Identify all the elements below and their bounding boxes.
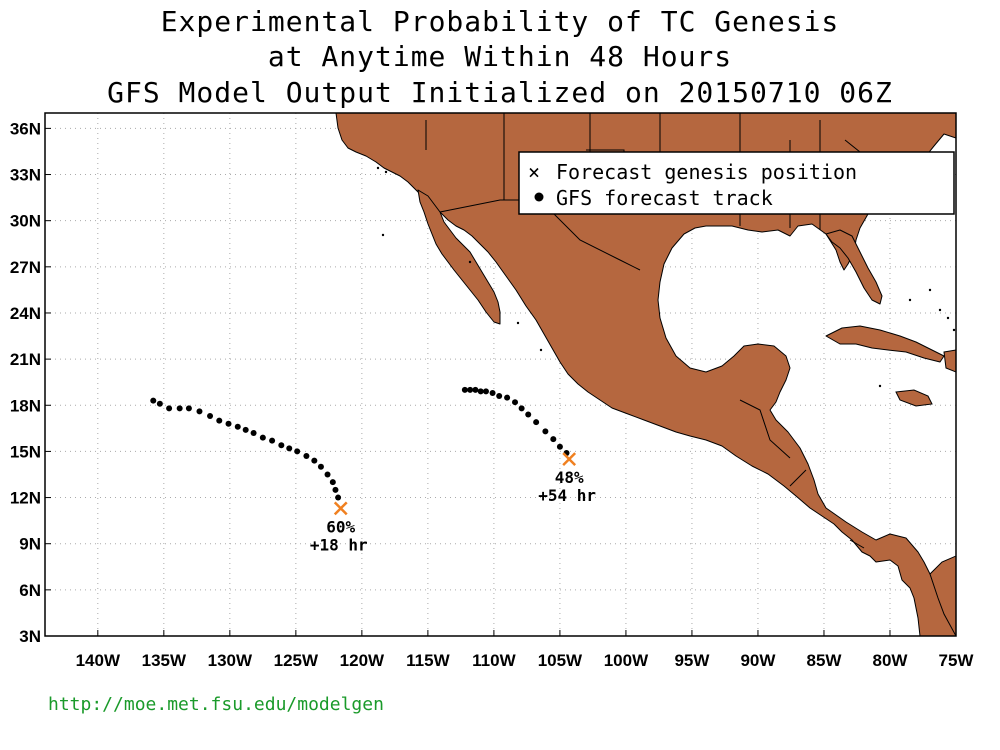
track-point — [196, 408, 203, 415]
lat-label: 6N — [19, 581, 41, 600]
land-cuba — [825, 325, 945, 363]
legend-box — [518, 151, 955, 215]
land-baja-california — [417, 189, 501, 325]
lon-label: 120W — [340, 651, 385, 670]
legend-dot-symbol — [534, 192, 544, 202]
track-point — [533, 419, 540, 426]
track-point — [269, 437, 276, 444]
track-point — [317, 463, 324, 470]
lon-label: 135W — [142, 651, 187, 670]
legend-track-label: GFS forecast track — [556, 186, 773, 210]
lat-label: 33N — [10, 166, 41, 185]
title-line-2: at Anytime Within 48 Hours — [267, 40, 733, 73]
track-point — [166, 405, 173, 412]
track-point — [311, 457, 318, 464]
lat-label: 27N — [10, 258, 41, 277]
track-point — [332, 486, 339, 493]
lon-label: 110W — [472, 651, 516, 670]
track-point — [324, 471, 331, 478]
track-point — [525, 411, 532, 418]
title-line-3: GFS Model Output Initialized on 20150710… — [107, 76, 893, 109]
land-hispaniola — [943, 349, 956, 373]
lat-label: 21N — [10, 350, 41, 369]
track-point — [303, 453, 310, 460]
track-point — [242, 426, 249, 433]
track-point — [185, 405, 192, 412]
genesis-marker — [333, 501, 348, 516]
track-point — [482, 388, 489, 395]
track-point — [207, 413, 214, 420]
genesis-probability: 60% — [326, 517, 355, 536]
lat-label: 9N — [19, 535, 41, 554]
title-line-1: Experimental Probability of TC Genesis — [160, 5, 840, 38]
track-point — [512, 399, 519, 406]
lat-label: 15N — [10, 442, 41, 461]
lon-label: 95W — [674, 651, 710, 670]
track-point — [176, 405, 183, 412]
lat-label: 3N — [19, 627, 41, 646]
land-florida — [825, 229, 883, 305]
genesis-marker — [562, 452, 577, 466]
lon-label: 85W — [806, 651, 842, 670]
lon-label: 90W — [740, 651, 776, 670]
legend: × Forecast genesis position GFS forecast… — [518, 151, 955, 215]
lat-label: 24N — [10, 304, 41, 323]
track-point — [278, 442, 285, 449]
legend-genesis-label: Forecast genesis position — [556, 160, 857, 184]
lon-label: 105W — [538, 651, 583, 670]
genesis-lead-time: +18 hr — [310, 535, 368, 554]
genesis-probability: 48% — [555, 468, 584, 487]
track-point — [472, 386, 479, 393]
land-south-america — [929, 555, 956, 636]
track-point — [461, 386, 468, 393]
lat-label: 36N — [10, 119, 41, 138]
track-point — [467, 386, 474, 393]
track-point — [335, 494, 342, 501]
track-point — [150, 397, 157, 404]
lat-label: 18N — [10, 396, 41, 415]
lat-label: 12N — [10, 489, 41, 508]
lon-label: 140W — [76, 651, 121, 670]
map-frame — [44, 112, 957, 637]
lon-label: 80W — [873, 651, 909, 670]
lon-label: 125W — [274, 651, 319, 670]
track-point — [496, 393, 503, 400]
track-point — [156, 400, 163, 407]
legend-x-symbol: × — [528, 160, 540, 184]
lat-label: 30N — [10, 212, 41, 231]
track-point — [556, 443, 563, 450]
track-point — [550, 436, 557, 443]
lon-label: 130W — [208, 651, 253, 670]
track-point — [504, 394, 511, 401]
track-point — [489, 389, 496, 396]
forecast-layer: 60%+18 hr 48%+54 hr — [150, 386, 596, 554]
track-point — [225, 420, 232, 427]
track-point — [259, 434, 266, 441]
track-point — [518, 405, 525, 412]
lon-label: 115W — [406, 651, 450, 670]
lon-label: 75W — [939, 651, 975, 670]
small-islands — [376, 166, 956, 388]
track-point — [234, 423, 241, 430]
axis-labels: 36N 33N 30N 27N 24N 21N 18N 15N 12N 9N 6N 3N 140W 135… — [10, 119, 975, 670]
track-point — [294, 448, 301, 455]
track-point — [477, 388, 484, 395]
track-point — [542, 428, 549, 435]
track-point — [216, 417, 223, 424]
source-link[interactable]: http://moe.met.fsu.edu/modelgen — [48, 694, 384, 715]
track-point — [329, 479, 336, 486]
track-point — [286, 445, 293, 452]
land-jamaica — [895, 389, 933, 407]
genesis-lead-time: +54 hr — [538, 486, 596, 505]
track-point — [250, 429, 257, 436]
lon-label: 100W — [604, 651, 649, 670]
